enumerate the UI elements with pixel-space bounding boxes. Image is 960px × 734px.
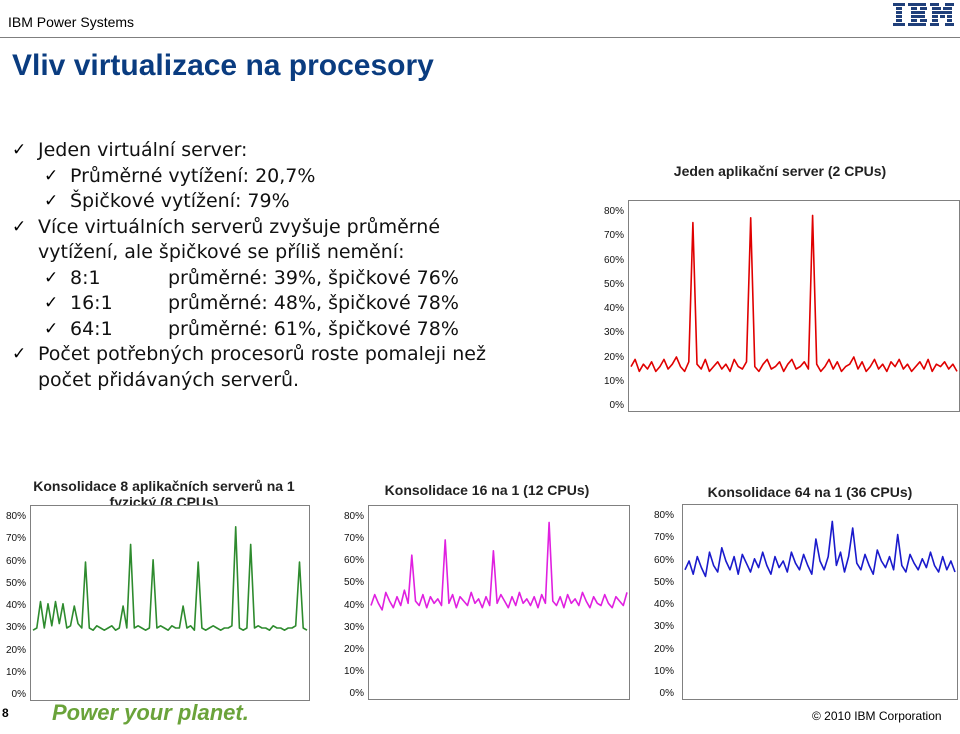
bullet-ratio: 64:1 bbox=[70, 317, 113, 340]
slide-number: 8 bbox=[2, 706, 9, 720]
line-chart-svg bbox=[370, 521, 628, 611]
ibm-logo-icon bbox=[893, 3, 954, 26]
y-tick-label: 0% bbox=[349, 688, 364, 699]
bullet-item: ✓ Jeden virtuální server: bbox=[12, 138, 598, 164]
y-tick-label: 80% bbox=[5, 511, 26, 522]
y-tick-label: 0% bbox=[11, 689, 26, 700]
y-tick-label: 10% bbox=[343, 665, 364, 677]
y-tick-label: 50% bbox=[343, 577, 364, 589]
bullet-item: ✓ Průměrné vytížení: 20,7% bbox=[38, 164, 598, 190]
bullet-item: ✓ Počet potřebných procesorů roste pomale… bbox=[12, 342, 598, 368]
bullet-list: ✓ Jeden virtuální server: ✓ Průměrné vytíže… bbox=[12, 138, 598, 394]
line-chart-svg bbox=[630, 214, 958, 373]
bullet-item: vytížení, ale špičkové se příliš nemění: bbox=[38, 240, 598, 266]
checkmark-icon: ✓ bbox=[44, 191, 59, 211]
plot-area bbox=[368, 505, 630, 700]
y-tick-label: 70% bbox=[343, 533, 364, 545]
y-tick-label: 20% bbox=[343, 643, 364, 655]
bullet-text: průměrné: 39%, špičkové 76% bbox=[168, 266, 459, 289]
line-chart-svg bbox=[684, 520, 956, 578]
series-line bbox=[630, 214, 958, 373]
y-tick-label: 10% bbox=[603, 375, 624, 387]
plot-area bbox=[682, 504, 958, 700]
y-tick-label: 30% bbox=[343, 621, 364, 633]
y-tick-label: 30% bbox=[603, 327, 624, 339]
checkmark-icon: ✓ bbox=[12, 344, 27, 364]
slide-title: Vliv virtualizace na procesory bbox=[12, 49, 434, 82]
y-tick-label: 0% bbox=[609, 400, 624, 411]
series-line bbox=[684, 520, 956, 578]
header-brand: IBM Power Systems bbox=[8, 14, 135, 30]
bullet-item: ✓ 16:1 průměrné: 48%, špičkové 78% bbox=[38, 291, 598, 317]
y-tick-label: 60% bbox=[343, 555, 364, 567]
y-tick-label: 0% bbox=[659, 688, 674, 699]
plot-area bbox=[30, 505, 310, 701]
line-chart-svg bbox=[32, 525, 308, 631]
y-tick-label: 40% bbox=[5, 600, 26, 611]
y-tick-label: 40% bbox=[343, 599, 364, 611]
y-tick-label: 40% bbox=[603, 303, 624, 314]
bullet-text: průměrné: 48%, špičkové 78% bbox=[168, 292, 459, 314]
series-line bbox=[370, 521, 628, 611]
bullet-item: ✓ 8:1 průměrné: 39%, špičkové 76% bbox=[38, 266, 598, 292]
bullet-text: počet přidávaných serverů. bbox=[38, 368, 300, 391]
chart-title: Konsolidace 64 na 1 (36 CPUs) bbox=[707, 484, 913, 500]
y-tick-label: 80% bbox=[603, 206, 624, 217]
y-tick-label: 20% bbox=[5, 644, 26, 656]
checkmark-icon: ✓ bbox=[12, 140, 27, 160]
bullet-text: průměrné: 61%, špičkové 78% bbox=[168, 317, 459, 340]
footer-tagline-logo: Power your planet. bbox=[52, 700, 249, 725]
y-tick-label: 10% bbox=[5, 666, 26, 678]
bullet-text: Počet potřebných procesorů roste pomalej… bbox=[38, 343, 486, 365]
bullet-item: ✓ Špičkové vytížení: 79% bbox=[38, 189, 598, 215]
y-tick-label: 70% bbox=[5, 533, 26, 545]
bullet-ratio: 16:1 bbox=[70, 292, 113, 314]
y-tick-label: 30% bbox=[653, 621, 674, 633]
bullet-text: Průměrné vytížení: 20,7% bbox=[70, 164, 316, 187]
y-tick-label: 80% bbox=[653, 510, 674, 521]
checkmark-icon: ✓ bbox=[44, 267, 59, 288]
bullet-text: Více virtuálních serverů zvyšuje průměrn… bbox=[38, 215, 441, 238]
bullet-item: ✓ 64:1 průměrné: 61%, špičkové 78% bbox=[38, 317, 598, 343]
copyright: © 2010 IBM Corporation bbox=[812, 709, 942, 723]
bullet-ratio: 8:1 bbox=[70, 266, 101, 289]
y-tick-label: 70% bbox=[653, 532, 674, 544]
y-tick-label: 20% bbox=[603, 351, 624, 363]
chart-title: Jeden aplikační server (2 CPUs) bbox=[673, 163, 887, 179]
checkmark-icon: ✓ bbox=[44, 293, 59, 313]
y-tick-label: 10% bbox=[653, 665, 674, 677]
y-tick-label: 60% bbox=[5, 555, 26, 567]
y-tick-label: 60% bbox=[653, 554, 674, 566]
y-tick-label: 50% bbox=[603, 278, 624, 290]
plot-area bbox=[628, 200, 960, 412]
y-tick-label: 30% bbox=[5, 622, 26, 634]
checkmark-icon: ✓ bbox=[12, 216, 27, 237]
checkmark-icon: ✓ bbox=[44, 165, 59, 186]
checkmark-icon: ✓ bbox=[44, 318, 59, 339]
header-rule bbox=[0, 37, 960, 38]
y-tick-label: 60% bbox=[603, 254, 624, 266]
y-tick-label: 70% bbox=[603, 230, 624, 242]
bullet-text: vytížení, ale špičkové se příliš nemění: bbox=[38, 241, 405, 263]
bullet-item: počet přidávaných serverů. bbox=[38, 368, 598, 394]
chart-title: Konsolidace 16 na 1 (12 CPUs) bbox=[384, 482, 590, 498]
bullet-item: ✓ Více virtuálních serverů zvyšuje průměr… bbox=[12, 215, 598, 241]
bullet-text: Jeden virtuální server: bbox=[38, 139, 248, 161]
bullet-text: Špičkové vytížení: 79% bbox=[70, 190, 290, 212]
series-line bbox=[32, 525, 308, 631]
y-tick-label: 40% bbox=[653, 599, 674, 610]
y-tick-label: 50% bbox=[653, 576, 674, 588]
y-tick-label: 50% bbox=[5, 577, 26, 589]
y-tick-label: 20% bbox=[653, 643, 674, 655]
y-tick-label: 80% bbox=[343, 511, 364, 522]
